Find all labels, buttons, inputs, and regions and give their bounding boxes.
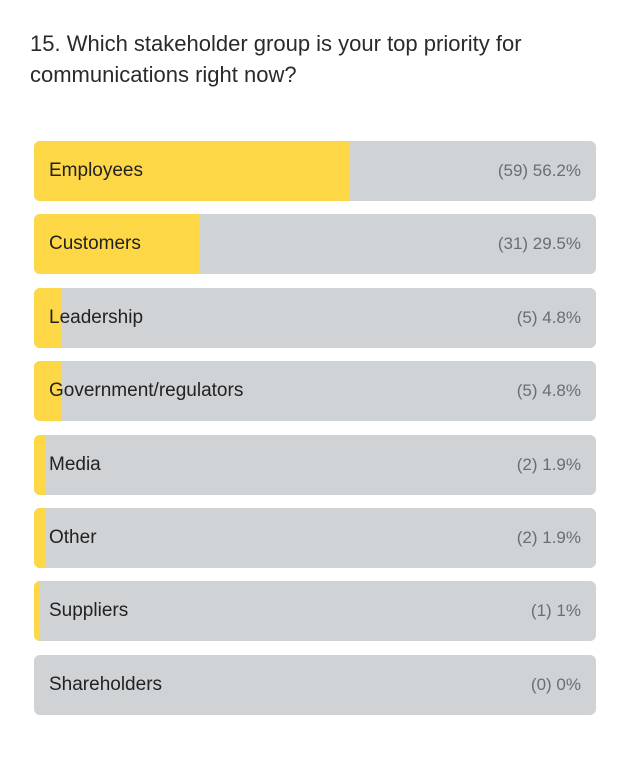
bar-label: Customers (49, 233, 141, 255)
bar-label: Employees (49, 160, 143, 181)
bar-fill (34, 141, 350, 201)
bar-value-label: (1) 1% (530, 601, 581, 621)
bar-row: Government/regulators (5) 4.8% (34, 361, 596, 422)
bar-fill (34, 287, 61, 348)
bar-label: Shareholders (49, 673, 163, 695)
bar-fill (34, 434, 45, 495)
bar-row: Customers (31) 29.5% (34, 214, 596, 275)
bar-value-label: (2) 1.9% (516, 527, 581, 547)
bar-value-label: (5) 4.8% (516, 381, 581, 401)
bar-fill (34, 214, 200, 275)
bar-value-label: (59) 56.2% (497, 161, 581, 180)
bar-row: Suppliers (1) 1% (34, 581, 596, 642)
bar-label: Leadership (49, 306, 144, 328)
bar-row: Employees (59) 56.2% (34, 141, 596, 201)
bar-fill (34, 361, 61, 422)
bar-value-label: (31) 29.5% (497, 234, 581, 254)
bar-label: Suppliers (49, 600, 129, 622)
bar-fill (34, 581, 40, 642)
bar-row: Media (2) 1.9% (34, 434, 596, 495)
bar-row: Other (2) 1.9% (34, 507, 596, 568)
bar-label: Media (49, 453, 101, 475)
bar-fill (34, 507, 45, 568)
bar-value-label: (2) 1.9% (516, 454, 581, 474)
question-title: 15. Which stakeholder group is your top … (30, 31, 522, 87)
bar-row: Shareholders (0) 0% (34, 654, 596, 715)
bar-value-label: (0) 0% (530, 674, 581, 694)
bar-label: Other (49, 526, 97, 548)
bar-value-label: (5) 4.8% (516, 307, 581, 327)
response-bar-chart: Employees (59) 56.2% Customers (31) 29.5% Le… (34, 141, 596, 728)
bar-row: Leadership (5) 4.8% (34, 287, 596, 348)
bar-label: Government/regulators (49, 380, 244, 402)
